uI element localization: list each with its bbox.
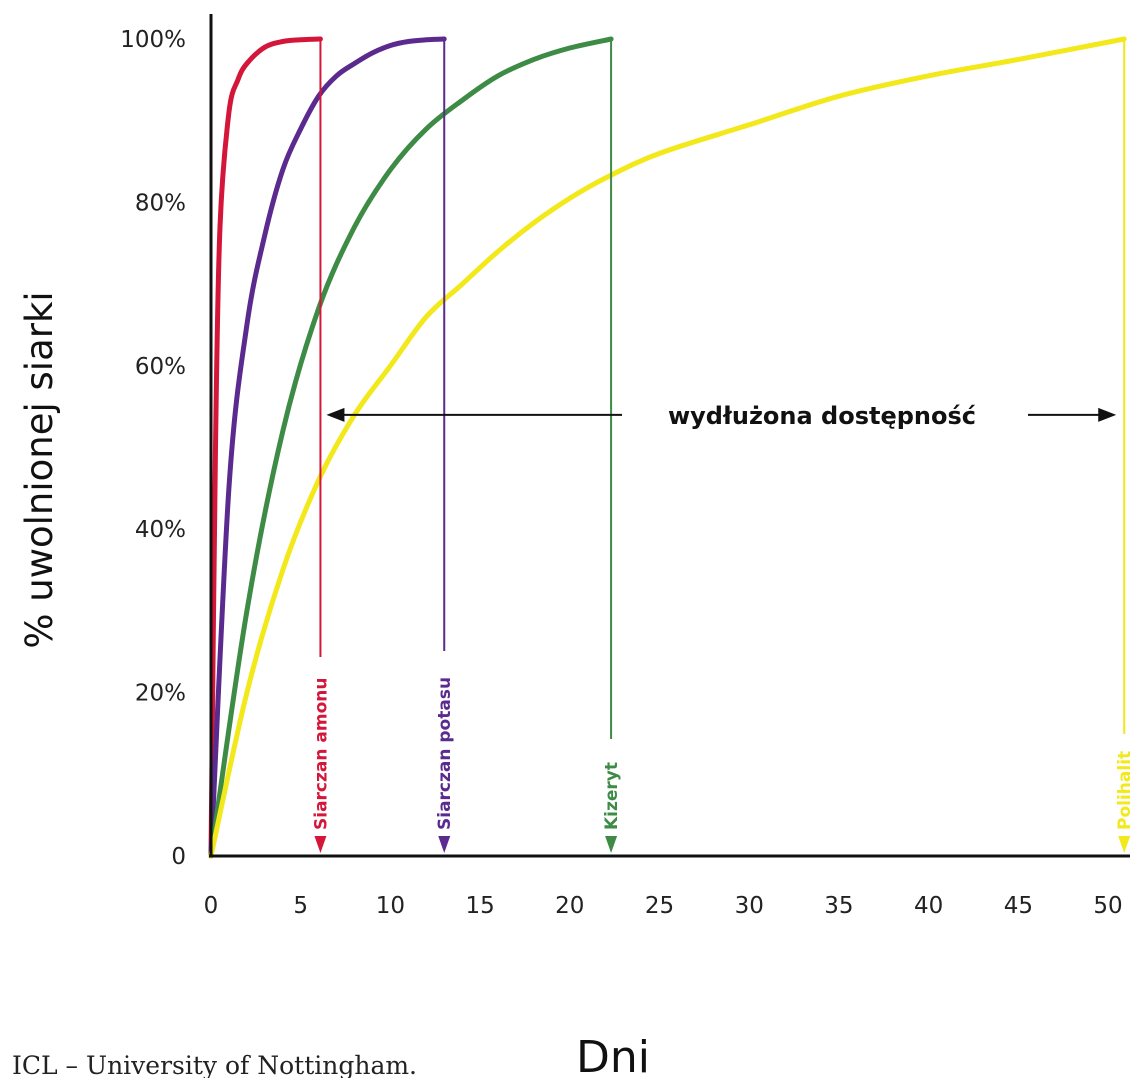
- x-axis-label: Dni: [576, 1032, 650, 1078]
- siarczan-amonu-end-arrow: [314, 836, 327, 853]
- kizeryt-label: Kizeryt: [602, 762, 622, 830]
- polihalit-label: Polihalit: [1115, 751, 1135, 830]
- x-tick-label-50: 50: [1093, 893, 1122, 919]
- y-axis-label: % uwolnionej siarki: [18, 291, 61, 648]
- annotation-arrowhead-left: [326, 407, 345, 422]
- curves-layer: [208, 36, 1127, 859]
- siarczan-amonu-curve: [208, 36, 323, 859]
- x-tick-label-25: 25: [645, 893, 674, 919]
- x-tick-label-30: 30: [735, 893, 764, 919]
- annotation-arrowhead-right: [1098, 407, 1117, 422]
- x-tick-label-15: 15: [465, 893, 494, 919]
- x-tick-label-45: 45: [1004, 893, 1033, 919]
- y-tick-label-60: 60%: [135, 354, 186, 380]
- y-tick-label-80: 80%: [135, 190, 186, 216]
- ticks-layer: 0 5 10 15 20 25 30 35 40 45 50 0 20% 40% 60% 80% 100%: [120, 27, 1122, 919]
- x-tick-label-40: 40: [914, 893, 943, 919]
- x-tick-label-35: 35: [824, 893, 853, 919]
- kizeryt-curve: [208, 36, 614, 859]
- annotation-layer: wydłużona dostępność: [326, 402, 1117, 430]
- y-tick-label-40: 40%: [135, 517, 186, 543]
- x-tick-label-0: 0: [204, 893, 219, 919]
- image-credit: ICL – University of Nottingham.: [12, 1051, 417, 1078]
- y-tick-label-100: 100%: [120, 27, 186, 53]
- siarczan-potasu-label: Siarczan potasu: [435, 677, 455, 830]
- siarczan-amonu-label: Siarczan amonu: [311, 678, 331, 830]
- siarczan-potasu-curve: [208, 36, 447, 859]
- annotation-text: wydłużona dostępność: [668, 402, 976, 430]
- markers-layer: Siarczan amonu Siarczan potasu Kizeryt Poli…: [311, 39, 1135, 853]
- x-tick-label-20: 20: [555, 893, 584, 919]
- polihalit-end-arrow: [1118, 836, 1131, 853]
- polihalit-curve: [208, 36, 1127, 859]
- kizeryt-end-arrow: [605, 836, 618, 853]
- axes-layer: [209, 14, 1130, 858]
- siarczan-potasu-end-arrow: [438, 836, 451, 853]
- y-tick-label-0: 0: [171, 844, 186, 870]
- x-tick-label-5: 5: [293, 893, 308, 919]
- y-tick-label-20: 20%: [135, 681, 186, 707]
- x-tick-label-10: 10: [376, 893, 405, 919]
